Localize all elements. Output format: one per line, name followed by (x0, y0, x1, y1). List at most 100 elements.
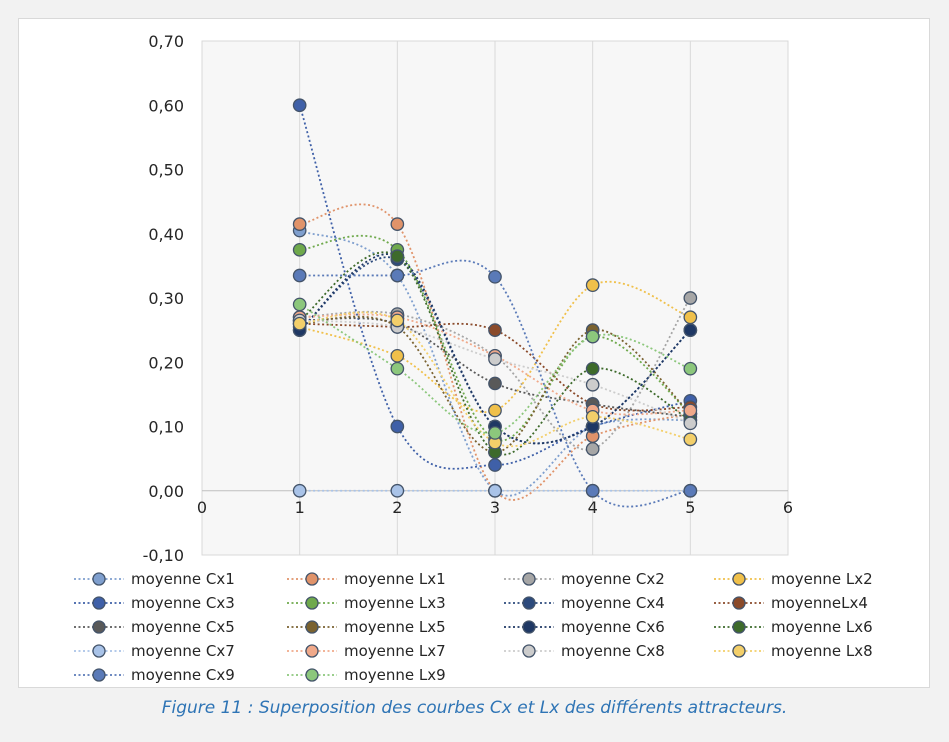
legend-marker (732, 596, 746, 610)
data-point (390, 217, 405, 231)
legend-marker (305, 668, 319, 682)
data-point (292, 316, 307, 331)
legend-item: moyenne Cx1 (74, 570, 235, 588)
y-tick-label: 0,30 (148, 289, 184, 308)
y-tick-label: 0,60 (148, 96, 184, 115)
chart-frame: -0,10 0,00 0,10 0,20 0,30 0,40 0,50 0,60 0,70 0 1 2… (18, 18, 930, 688)
legend-label: moyenne Lx5 (344, 618, 446, 636)
data-point (585, 377, 600, 392)
legend-item: moyenne Cx3 (74, 594, 235, 612)
y-tick-label: 0,20 (148, 353, 184, 372)
axis-layer: -0,10 0,00 0,10 0,20 0,30 0,40 0,50 0,60 0,70 0 1 2… (143, 32, 794, 565)
legend-item: moyenneLx4 (714, 594, 868, 612)
series-line (299, 297, 692, 451)
legend-label: moyenne Cx9 (131, 666, 235, 684)
legend-marker (92, 644, 106, 658)
data-point (683, 361, 698, 376)
x-tick-label: 2 (392, 498, 402, 517)
legend-marker (305, 644, 319, 658)
chart-svg: -0,10 0,00 0,10 0,20 0,30 0,40 0,50 0,60 0,70 0 1 2… (74, 32, 873, 684)
legend-label: moyenne Lx2 (771, 570, 873, 588)
series-line (299, 251, 691, 456)
legend-item: moyenne Lx8 (714, 642, 873, 660)
data-point (585, 483, 600, 498)
data-point (488, 269, 502, 284)
data-point (292, 242, 307, 257)
legend-item: moyenne Cx5 (74, 618, 235, 636)
legend-item: moyenne Lx3 (287, 594, 446, 612)
figure-caption: Figure 11 : Superposition des courbes Cx… (161, 698, 788, 718)
legend-item: moyenne Cx7 (74, 642, 235, 660)
x-tick-label: 1 (295, 498, 305, 517)
data-point (488, 403, 502, 418)
data-point (292, 483, 307, 498)
data-point (390, 268, 405, 283)
legend-label: moyenne Lx3 (344, 594, 446, 612)
legend-label: moyenne Cx2 (561, 570, 665, 588)
data-point (683, 291, 698, 305)
data-point (292, 98, 307, 113)
y-tick-label: 0,10 (148, 418, 184, 437)
data-point (585, 329, 600, 344)
data-point (683, 432, 698, 447)
series-line (299, 203, 691, 501)
legend-label: moyenne Lx6 (771, 618, 873, 636)
data-point (488, 323, 502, 337)
legend-marker (522, 572, 536, 586)
data-point (292, 217, 307, 231)
legend-marker (305, 620, 319, 634)
series-line (298, 104, 691, 470)
legend-label: moyenne Lx1 (344, 570, 446, 588)
series-layer (292, 98, 698, 508)
y-tick-label: 0,00 (148, 482, 184, 501)
legend-item: moyenne Cx2 (504, 570, 665, 588)
legend-item: moyenne Lx6 (714, 618, 873, 636)
legend-marker (305, 596, 319, 610)
legend-label: moyenne Cx1 (131, 570, 235, 588)
x-tick-label: 3 (490, 498, 500, 517)
legend-item: moyenne Cx6 (504, 618, 665, 636)
legend-label: moyenne Lx9 (344, 666, 446, 684)
series-line (299, 322, 691, 412)
data-point (390, 361, 405, 376)
legend-label: moyenne Cx7 (131, 642, 235, 660)
legend-marker (92, 668, 106, 682)
data-point (488, 352, 502, 366)
legend-marker (305, 572, 319, 586)
legend-label: moyenne Lx7 (344, 642, 446, 660)
data-point (683, 416, 698, 431)
legend-label: moyenne Lx8 (771, 642, 873, 660)
legend-label: moyenne Cx8 (561, 642, 665, 660)
legend-marker (522, 644, 536, 658)
legend-label: moyenne Cx4 (561, 594, 665, 612)
data-point (488, 458, 502, 472)
y-tick-label: -0,10 (143, 546, 184, 565)
legend: moyenne Cx1 moyenne Lx1 moyenne Cx2 moyenne… (74, 570, 873, 684)
y-tick-label: 0,50 (148, 161, 184, 180)
y-tick-label: 0,70 (148, 32, 184, 51)
legend-item: moyenne Cx8 (504, 642, 665, 660)
legend-marker (92, 620, 106, 634)
data-point (683, 310, 698, 325)
legend-item: moyenne Lx5 (287, 618, 446, 636)
legend-item: moyenne Cx4 (504, 594, 665, 612)
legend-item: moyenne Lx2 (714, 570, 873, 588)
series-line (299, 253, 691, 445)
data-point (292, 268, 307, 283)
legend-marker (522, 620, 536, 634)
legend-label: moyenne Cx5 (131, 618, 235, 636)
data-point (683, 323, 698, 337)
data-point (390, 348, 405, 363)
legend-item: moyenne Lx7 (287, 642, 446, 660)
legend-item: moyenne Lx9 (287, 666, 446, 684)
data-point (585, 442, 600, 456)
legend-marker (732, 572, 746, 586)
y-tick-label: 0,40 (148, 225, 184, 244)
data-point (488, 376, 502, 391)
series-line (299, 319, 691, 425)
legend-marker (732, 644, 746, 658)
legend-item: moyenne Lx1 (287, 570, 446, 588)
legend-item: moyenne Cx9 (74, 666, 235, 684)
data-point (683, 483, 698, 498)
x-tick-label: 0 (197, 498, 207, 517)
